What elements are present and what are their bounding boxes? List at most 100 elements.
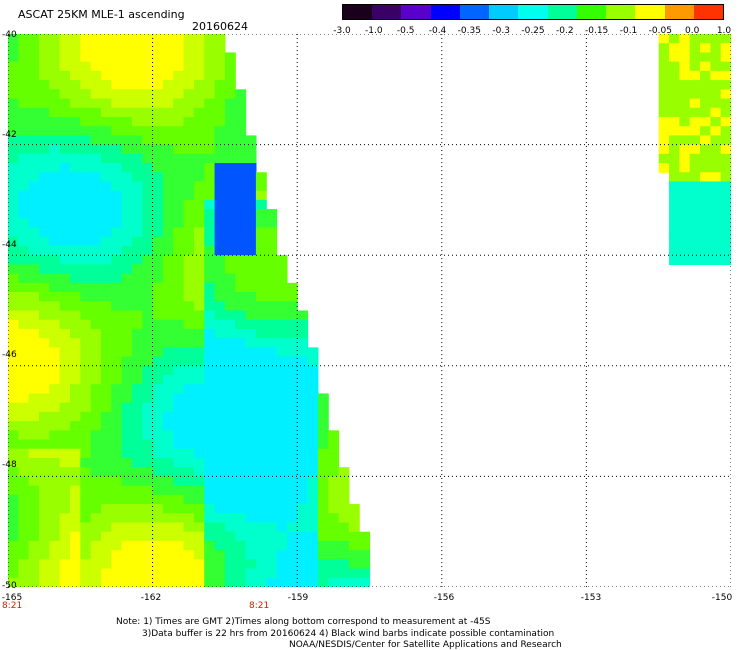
wind-cell: [101, 209, 112, 219]
wind-cell: [184, 181, 195, 191]
wind-cell: [194, 522, 205, 532]
wind-cell: [721, 228, 731, 238]
wind-cell: [204, 311, 215, 321]
wind-cell: [80, 71, 91, 81]
wind-cell: [173, 357, 184, 367]
wind-cell: [70, 246, 81, 256]
wind-cell: [80, 578, 91, 587]
wind-cell: [194, 532, 205, 542]
wind-cell: [256, 311, 267, 321]
wind-cell: [246, 467, 257, 477]
wind-cell: [349, 522, 360, 532]
wind-cell: [297, 476, 308, 486]
wind-cell: [246, 357, 257, 367]
wind-cell: [721, 62, 731, 72]
wind-cell: [669, 71, 680, 81]
wind-cell: [194, 541, 205, 551]
wind-cell: [122, 255, 133, 265]
wind-cell: [39, 375, 50, 385]
wind-cell: [153, 108, 164, 118]
wind-cell: [204, 338, 215, 348]
wind-cell: [173, 486, 184, 496]
wind-cell: [710, 163, 721, 173]
wind-cell: [91, 62, 102, 72]
wind-cell: [318, 550, 329, 560]
lon-label: -162: [131, 593, 171, 603]
wind-cell: [132, 145, 143, 155]
wind-cell: [215, 504, 226, 514]
wind-cell: [194, 486, 205, 496]
wind-cell: [246, 135, 257, 145]
wind-cell: [266, 449, 277, 459]
wind-cell: [721, 172, 731, 182]
wind-cell: [163, 412, 174, 422]
wind-cell: [111, 458, 122, 468]
wind-cell: [184, 283, 195, 293]
wind-cell: [266, 421, 277, 431]
wind-cell: [235, 191, 246, 201]
wind-cell: [235, 403, 246, 413]
color-scale-swatch: [343, 5, 373, 19]
wind-cell: [328, 550, 339, 560]
wind-cell: [60, 449, 71, 459]
wind-cell: [101, 71, 112, 81]
wind-cell: [60, 338, 71, 348]
wind-cell: [80, 366, 91, 376]
wind-cell: [287, 504, 298, 514]
wind-cell: [679, 218, 690, 228]
wind-cell: [91, 172, 102, 182]
wind-cell: [173, 430, 184, 440]
wind-cell: [8, 449, 19, 459]
wind-cell: [18, 347, 29, 357]
wind-cell: [122, 246, 133, 256]
wind-cell: [29, 320, 40, 330]
wind-cell: [132, 209, 143, 219]
wind-cell: [256, 384, 267, 394]
wind-cell: [29, 357, 40, 367]
wind-cell: [194, 384, 205, 394]
wind-cell: [266, 366, 277, 376]
wind-cell: [163, 89, 174, 99]
wind-cell: [163, 71, 174, 81]
wind-cell: [204, 172, 215, 182]
wind-cell: [122, 145, 133, 155]
wind-cell: [710, 34, 721, 44]
wind-cell: [18, 283, 29, 293]
wind-cell: [173, 71, 184, 81]
wind-cell: [184, 366, 195, 376]
wind-cell: [669, 163, 680, 173]
wind-cell: [173, 375, 184, 385]
wind-cell: [39, 357, 50, 367]
wind-cell: [8, 163, 19, 173]
wind-cell: [173, 246, 184, 256]
wind-cell: [297, 495, 308, 505]
wind-cell: [266, 292, 277, 302]
wind-cell: [91, 89, 102, 99]
wind-cell: [122, 347, 133, 357]
wind-cell: [91, 421, 102, 431]
wind-cell: [60, 559, 71, 569]
wind-cell: [721, 200, 731, 210]
wind-cell: [215, 191, 226, 201]
wind-cell: [194, 467, 205, 477]
wind-cell: [277, 467, 288, 477]
wind-cell: [49, 181, 60, 191]
wind-cell: [339, 522, 350, 532]
wind-cell: [80, 532, 91, 542]
wind-cell: [318, 504, 329, 514]
wind-cell: [39, 89, 50, 99]
wind-cell: [328, 541, 339, 551]
wind-cell: [101, 200, 112, 210]
wind-cell: [339, 486, 350, 496]
wind-cell: [277, 357, 288, 367]
wind-cell: [163, 467, 174, 477]
wind-cell: [194, 274, 205, 284]
wind-cell: [328, 504, 339, 514]
wind-cell: [60, 154, 71, 164]
wind-cell: [246, 559, 257, 569]
wind-cell: [173, 264, 184, 274]
wind-cell: [690, 200, 701, 210]
wind-cell: [49, 108, 60, 118]
wind-cell: [204, 384, 215, 394]
wind-cell: [91, 504, 102, 514]
